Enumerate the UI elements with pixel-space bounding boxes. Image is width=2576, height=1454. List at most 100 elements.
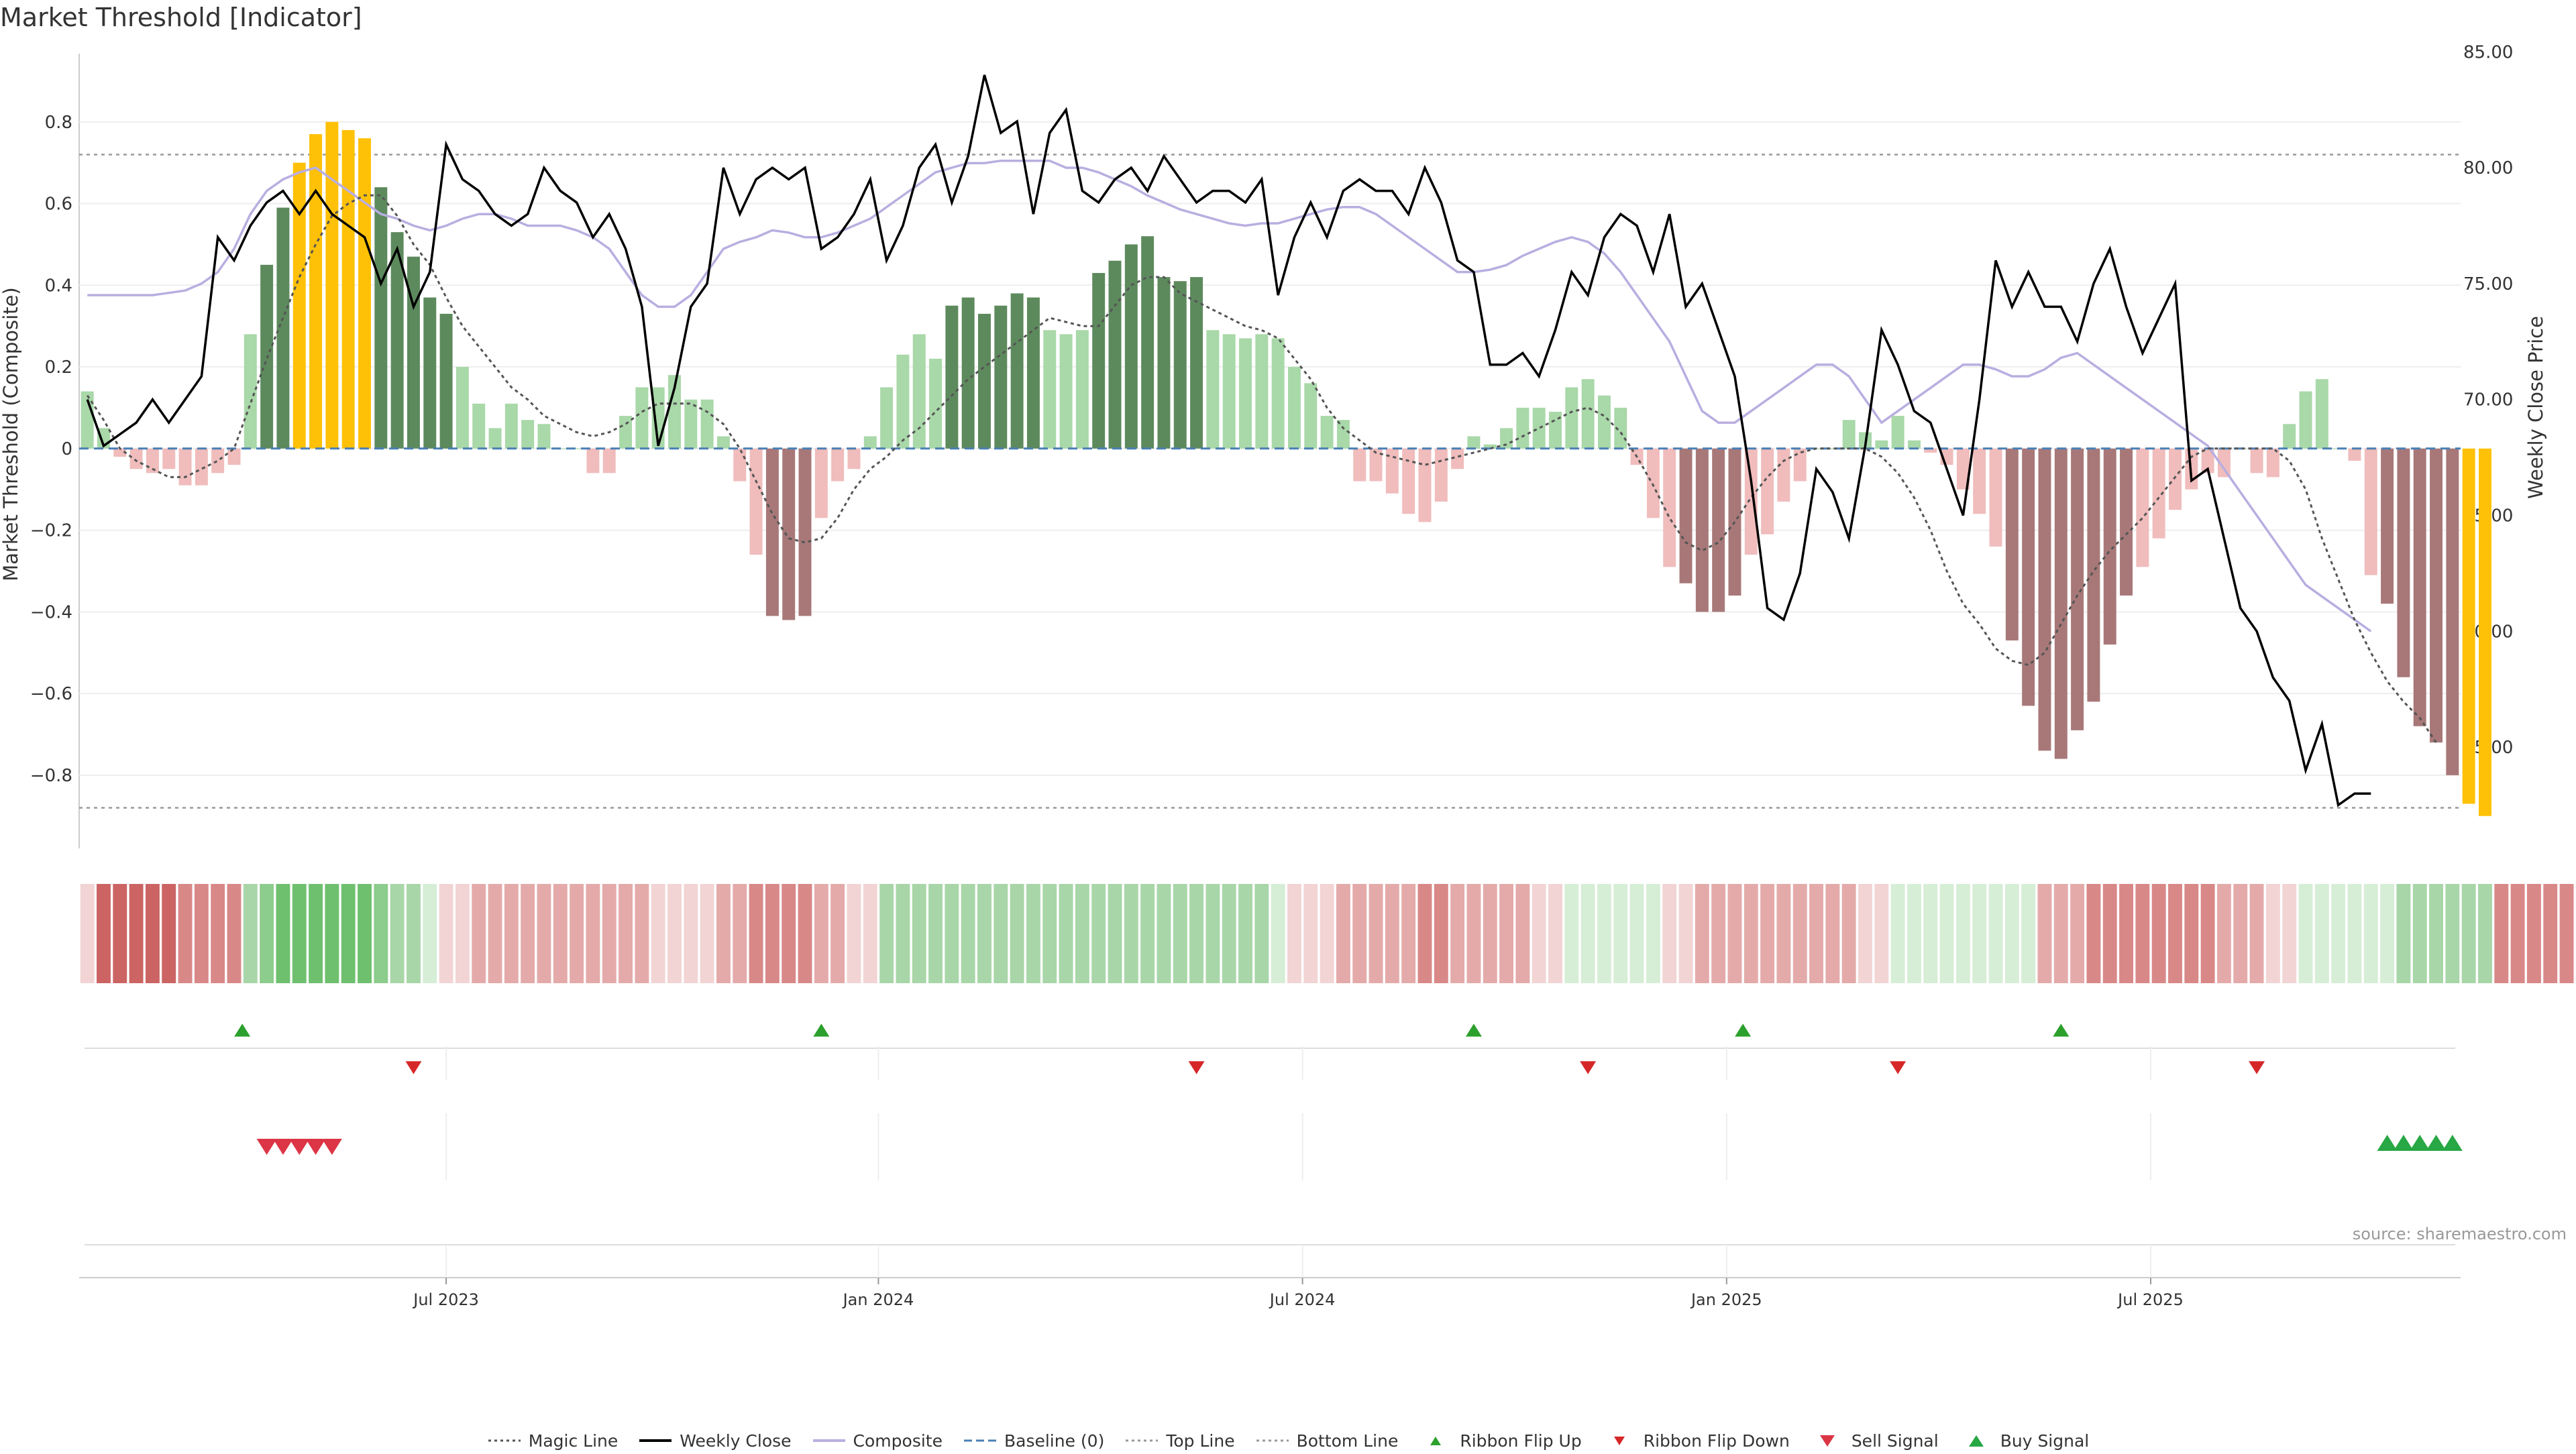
ribbon-cell [928, 884, 943, 983]
composite-bar [1582, 379, 1595, 448]
ribbon-cell [325, 884, 339, 983]
ribbon-cell [1858, 884, 1872, 983]
ribbon-cell [1548, 884, 1562, 983]
composite-bar [619, 416, 632, 449]
ribbon-cell [765, 884, 780, 983]
composite-bar [2348, 449, 2361, 461]
legend-swatch [1959, 1433, 1994, 1449]
composite-bar [537, 424, 550, 449]
ribbon-cell [1695, 884, 1709, 983]
composite-bar [2120, 449, 2133, 596]
composite-bar [293, 163, 306, 449]
composite-bar [2022, 449, 2035, 706]
ribbon-cell [1336, 884, 1350, 983]
ribbon-flip-up-marker [1735, 1023, 1751, 1036]
y-tick-label: −0.4 [30, 602, 72, 622]
ribbon-cell [798, 884, 812, 983]
composite-bar [1043, 330, 1056, 449]
composite-bar [1875, 441, 1888, 449]
composite-bar [244, 334, 257, 448]
composite-bar [782, 449, 795, 620]
ribbon-cell [1711, 884, 1725, 983]
composite-bar [407, 257, 420, 449]
composite-bar [1990, 449, 2002, 547]
ribbon-cell [1793, 884, 1807, 983]
composite-bar [2055, 449, 2068, 759]
composite-bar [2430, 449, 2443, 742]
ribbon-cell [309, 884, 323, 983]
ribbon-cell [1728, 884, 1742, 983]
ribbon-flip-up-marker [234, 1023, 250, 1036]
composite-bar [1109, 261, 1122, 449]
composite-bar [1647, 449, 1660, 518]
ribbon-cell [1042, 884, 1057, 983]
ribbon-cell [863, 884, 877, 983]
ribbon-cell [961, 884, 975, 983]
ribbon-cell [2527, 884, 2541, 983]
ribbon-cell [1173, 884, 1187, 983]
ribbon-flip-down-marker [1890, 1061, 1906, 1074]
composite-bar [847, 449, 860, 469]
ribbon-cell [1026, 884, 1040, 983]
legend-label: Sell Signal [1851, 1431, 1939, 1451]
ribbon-cell [162, 884, 176, 983]
legend-swatch [963, 1433, 998, 1449]
ribbon-cell [700, 884, 714, 983]
legend-label: Bottom Line [1297, 1431, 1399, 1451]
sell-signal-marker [322, 1139, 342, 1155]
legend-label: Magic Line [529, 1431, 619, 1451]
composite-bar [945, 306, 958, 449]
composite-bar [635, 387, 648, 448]
composite-bar [2169, 449, 2182, 510]
composite-bar [929, 359, 942, 449]
ribbon-cell [2299, 884, 2313, 983]
composite-bar [2283, 424, 2296, 449]
ribbon-cell [945, 884, 959, 983]
ribbon-cell [1401, 884, 1415, 983]
legend-item: Baseline (0) [963, 1431, 1104, 1451]
ribbon-cell [1744, 884, 1758, 983]
composite-bar [211, 449, 224, 473]
legend-swatch [1810, 1433, 1845, 1449]
ribbon-cell [129, 884, 144, 983]
ribbon-cell [1776, 884, 1790, 983]
ribbon-cell [977, 884, 991, 983]
legend-label: Baseline (0) [1004, 1431, 1104, 1451]
ribbon-cell [211, 884, 225, 983]
composite-bar [1908, 441, 1921, 449]
composite-bar [342, 130, 355, 449]
y2-tick-label: 80.00 [2463, 158, 2513, 178]
ribbon-cell [521, 884, 535, 983]
ribbon-cell [2364, 884, 2378, 983]
legend-label: Buy Signal [2000, 1431, 2090, 1451]
composite-bar [1141, 236, 1154, 449]
legend-item: Weekly Close [638, 1431, 791, 1451]
composite-bar [2414, 449, 2426, 726]
ribbon-cell [1450, 884, 1464, 983]
composite-bar [1843, 420, 1856, 449]
ribbon-cell [2086, 884, 2100, 983]
composite-bar [1516, 408, 1529, 449]
ribbon-cell [2054, 884, 2068, 983]
ribbon-cell [244, 884, 258, 983]
composite-bar [2267, 449, 2279, 478]
x-tick-label: Jul 2023 [412, 1290, 479, 1309]
composite-bar [130, 449, 143, 469]
ribbon-cell [1466, 884, 1481, 983]
composite-bar [603, 449, 616, 473]
ribbon-cell [1091, 884, 1106, 983]
y-axis-title: Market Threshold (Composite) [0, 287, 22, 581]
composite-bar [1027, 298, 1040, 449]
buy-signal-marker [2377, 1135, 2398, 1151]
composite-bar [2300, 392, 2312, 449]
legend-item: Top Line [1124, 1431, 1234, 1451]
composite-bar [815, 449, 828, 518]
composite-bar [1565, 387, 1578, 448]
ribbon-cell [1515, 884, 1529, 983]
ribbon-cell [635, 884, 649, 983]
ribbon-cell [2250, 884, 2264, 983]
ribbon-cell [553, 884, 568, 983]
composite-bar [162, 449, 175, 469]
legend-label: Weekly Close [680, 1431, 791, 1451]
